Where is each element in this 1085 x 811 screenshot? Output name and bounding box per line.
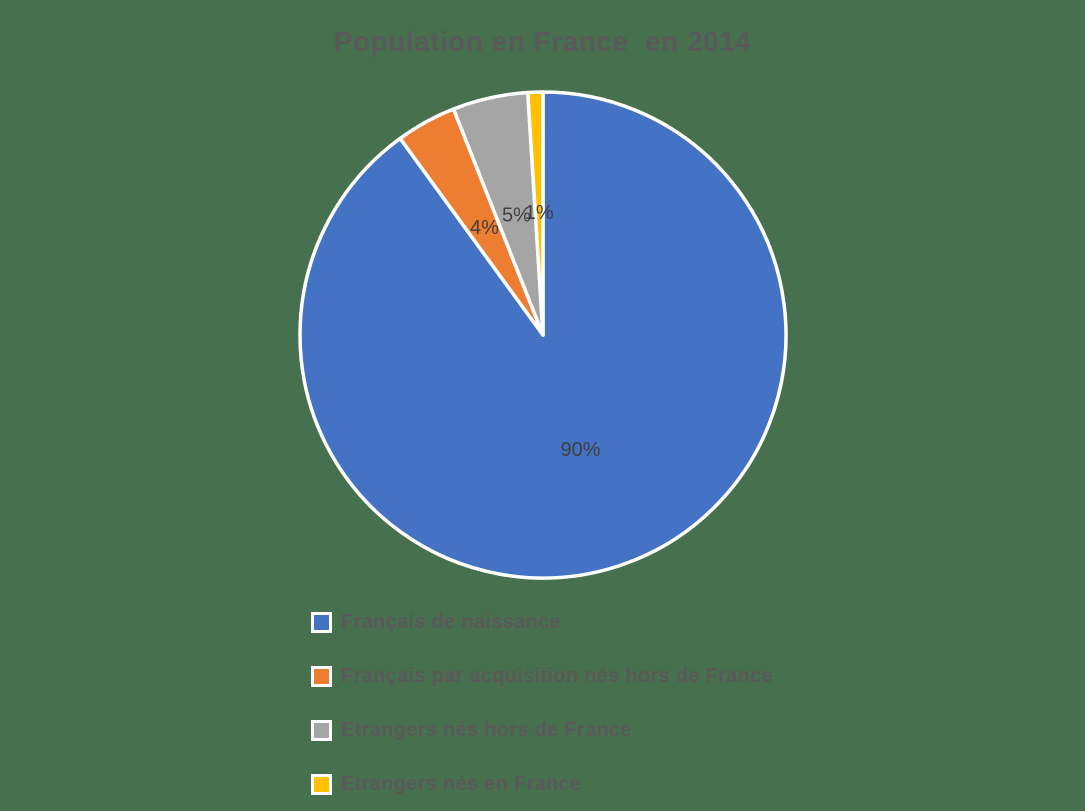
legend-marker-4 <box>311 773 332 795</box>
legend-item-2: Français par acquisition nés hors de Fra… <box>311 649 773 703</box>
pie-data-label-1: 90% <box>560 439 600 461</box>
chart-title: Population en France en 2014 <box>333 26 752 57</box>
legend-label-1: Français de naissance <box>341 610 561 633</box>
legend-marker-1 <box>311 611 332 633</box>
legend-item-1: Français de naissance <box>311 595 773 649</box>
pie-data-label-3: 5% <box>502 205 531 227</box>
legend-marker-3 <box>311 719 332 741</box>
legend-item-3: Etrangers nés hors de France <box>311 703 773 757</box>
legend: Français de naissance Français par acquis… <box>311 595 773 811</box>
legend-item-4: Etrangers nés en France <box>311 757 773 811</box>
legend-label-2: Français par acquisition nés hors de Fra… <box>341 664 773 687</box>
pie-slice-4 <box>525 90 545 337</box>
legend-marker-2 <box>311 665 332 687</box>
legend-label-4: Etrangers nés en France <box>341 772 582 795</box>
pie-data-label-2: 4% <box>470 217 499 239</box>
legend-label-3: Etrangers nés hors de France <box>341 718 632 741</box>
pie-data-label-4: 1% <box>525 202 554 224</box>
